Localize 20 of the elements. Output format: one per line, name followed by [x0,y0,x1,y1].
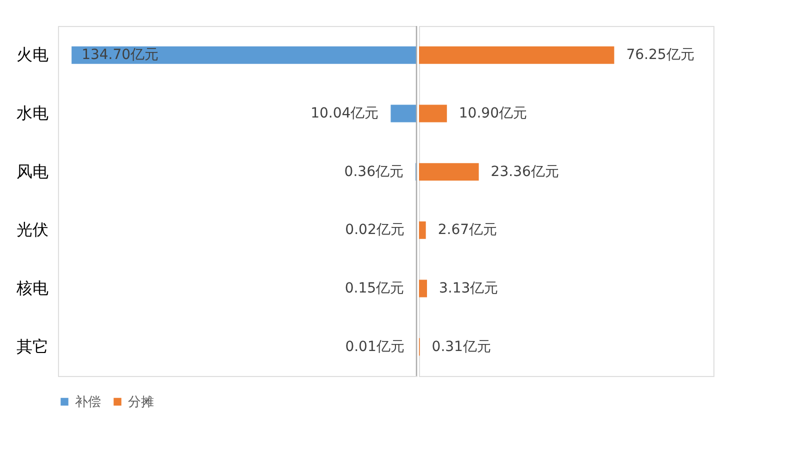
data-label: 10.90亿元 [458,106,527,122]
y-tick-label: 其它 [16,336,48,356]
data-label: 76.25亿元 [626,47,694,64]
data-label: 10.04亿元 [310,106,379,122]
data-label: 0.01亿元 [345,338,404,355]
data-label: 134.70亿元 [82,47,159,64]
legend-label: 补偿 [75,394,101,410]
legend-label: 分摊 [128,394,154,410]
y-tick-label: 火电 [16,45,48,64]
y-tick-label: 光伏 [16,220,48,240]
y-tick-label: 核电 [16,278,48,298]
data-label: 0.31亿元 [432,338,491,355]
data-label: 0.15亿元 [344,280,404,296]
y-tick-label: 风电 [16,162,48,181]
data-label: 3.13亿元 [439,280,498,296]
data-label: 0.02亿元 [345,222,404,238]
data-label: 0.36亿元 [344,164,404,180]
y-tick-label: 水电 [16,104,48,122]
data-label: 23.36亿元 [490,164,559,180]
data-label: 2.67亿元 [438,222,498,238]
